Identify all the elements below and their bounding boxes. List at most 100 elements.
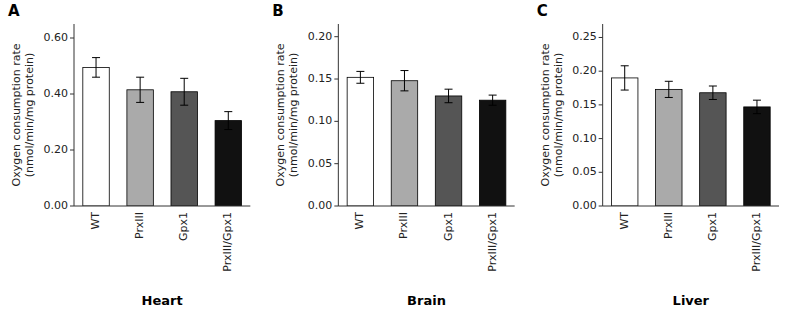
- x-axis-line: [603, 206, 779, 207]
- error-line: [624, 66, 625, 90]
- title: Liver: [673, 293, 710, 308]
- y-tick-label: 0.20: [572, 64, 597, 77]
- y-axis-label-line: (nmol/min/mg protein): [287, 53, 300, 178]
- error-line: [668, 81, 669, 97]
- y-axis-line: [338, 24, 339, 206]
- error-line: [404, 71, 405, 91]
- error-bar: [753, 100, 761, 113]
- bar: [611, 78, 637, 206]
- y-axis-label-line: Oxygen consumption rate: [274, 43, 287, 186]
- y-axis-line: [602, 24, 603, 206]
- panel: 0.000.200.400.60WTPrxIIIGpx1PrxIII/Gpx1O…: [8, 2, 250, 308]
- error-cap: [489, 95, 497, 96]
- y-axis-label: Oxygen consumption rate(nmol/min/mg prot…: [10, 43, 36, 186]
- error-bar: [445, 89, 453, 103]
- error-bar: [136, 77, 144, 102]
- x-tick-label: Gpx1: [706, 212, 719, 241]
- bar: [700, 93, 726, 206]
- error-cap: [753, 113, 761, 114]
- bar: [656, 89, 682, 206]
- bar: [347, 77, 373, 206]
- x-tick-label: Gpx1: [177, 212, 190, 241]
- bar: [479, 100, 505, 206]
- y-tick: [334, 36, 338, 37]
- error-cap: [400, 70, 408, 71]
- bars: [347, 71, 506, 206]
- y-tick: [599, 172, 603, 173]
- error-cap: [136, 77, 144, 78]
- bars: [611, 66, 770, 206]
- error-bar: [621, 66, 629, 90]
- error-cap: [400, 90, 408, 91]
- panel-label: A: [8, 2, 20, 20]
- y-tick-label: 0.15: [572, 98, 597, 111]
- error-cap: [180, 105, 188, 106]
- y-tick: [599, 206, 603, 207]
- x-tick-label: PrxIII/Gpx1: [750, 212, 763, 272]
- y-tick: [70, 150, 74, 151]
- error-cap: [489, 105, 497, 106]
- title: Heart: [142, 293, 183, 308]
- error-line: [712, 86, 713, 99]
- y-tick-label: 0.10: [572, 132, 597, 145]
- bars: [83, 58, 242, 206]
- bar: [83, 67, 109, 206]
- error-cap: [356, 71, 364, 72]
- bar: [215, 121, 241, 206]
- x-tick-label: WT: [353, 212, 366, 230]
- panel: 0.000.050.100.150.200.25WTPrxIIIGpx1PrxI…: [537, 2, 779, 308]
- y-tick-label: 0.00: [572, 199, 597, 212]
- error-line: [448, 89, 449, 103]
- y-tick-label: 0.15: [308, 72, 333, 85]
- error-cap: [665, 81, 673, 82]
- y-tick-label: 0.60: [44, 31, 69, 44]
- x-tick-label: Gpx1: [442, 212, 455, 241]
- y-tick: [70, 206, 74, 207]
- x-tick-label: WT: [89, 212, 102, 230]
- x-tick-label: PrxIII: [662, 212, 675, 239]
- panel-label: C: [537, 2, 548, 20]
- y-tick-label: 0.20: [308, 30, 333, 43]
- error-cap: [180, 78, 188, 79]
- error-cap: [445, 89, 453, 90]
- y-tick-label: 0.20: [44, 143, 69, 156]
- error-line: [756, 100, 757, 113]
- error-bar: [356, 71, 364, 83]
- error-cap: [621, 65, 629, 66]
- error-cap: [224, 129, 232, 130]
- bar: [171, 92, 197, 206]
- bar: [127, 90, 153, 206]
- y-tick-label: 0.05: [308, 157, 333, 170]
- error-bar: [224, 112, 232, 130]
- y-tick-label: 0.25: [572, 30, 597, 43]
- y-axis-label-line: (nmol/min/mg protein): [23, 53, 36, 178]
- error-line: [184, 78, 185, 105]
- error-bar: [400, 71, 408, 91]
- error-cap: [92, 77, 100, 78]
- x-tick-label: PrxIII/Gpx1: [221, 212, 234, 272]
- error-bar: [92, 58, 100, 78]
- y-axis-label-line: Oxygen consumption rate: [539, 43, 552, 186]
- error-cap: [356, 83, 364, 84]
- y-axis-label-line: Oxygen consumption rate: [10, 43, 23, 186]
- y-tick-label: 0.10: [308, 114, 333, 127]
- x-axis-line: [74, 206, 250, 207]
- chart-svg: 0.000.200.400.60WTPrxIIIGpx1PrxIII/Gpx1O…: [0, 0, 793, 311]
- y-axis-label: Oxygen consumption rate(nmol/min/mg prot…: [539, 43, 565, 186]
- error-line: [140, 77, 141, 102]
- y-tick-label: 0.00: [44, 199, 69, 212]
- error-cap: [621, 90, 629, 91]
- y-tick: [599, 71, 603, 72]
- x-tick-label: WT: [618, 212, 631, 230]
- chart-container: 0.000.200.400.60WTPrxIIIGpx1PrxIII/Gpx1O…: [0, 0, 793, 311]
- error-cap: [136, 102, 144, 103]
- x-tick-label: PrxIII: [133, 212, 146, 239]
- error-cap: [753, 100, 761, 101]
- y-tick: [70, 94, 74, 95]
- x-tick-label: PrxIII/Gpx1: [486, 212, 499, 272]
- bar: [744, 107, 770, 206]
- y-tick: [599, 138, 603, 139]
- y-tick-label: 0.00: [308, 199, 333, 212]
- y-tick: [334, 79, 338, 80]
- y-axis-label: Oxygen consumption rate(nmol/min/mg prot…: [274, 43, 300, 186]
